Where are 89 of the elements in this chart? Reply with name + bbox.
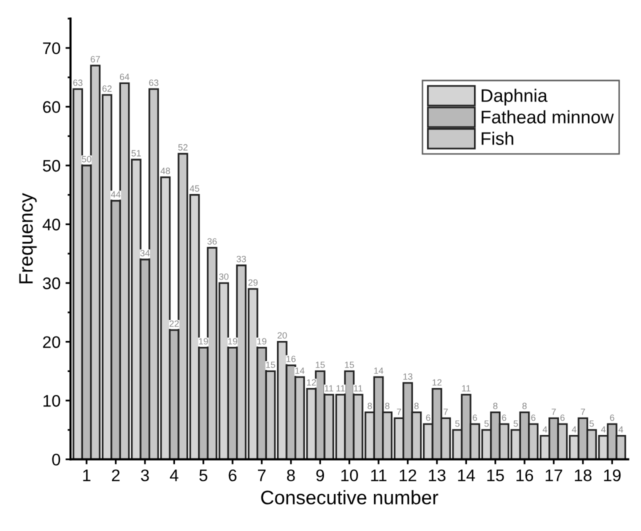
data-label: 11 <box>354 385 362 392</box>
data-label: 8 <box>368 402 372 410</box>
data-label: 63 <box>73 80 82 86</box>
x-tick-label: 9 <box>316 469 324 482</box>
legend-label: Daphnia <box>482 88 548 106</box>
data-label: 6 <box>502 414 506 421</box>
data-label: 12 <box>432 379 442 386</box>
data-label: 6 <box>610 414 614 421</box>
data-label: 64 <box>120 74 130 80</box>
data-label: 33 <box>236 256 246 262</box>
data-label: 22 <box>170 320 179 327</box>
y-tick-label: 50 <box>42 160 60 172</box>
x-tick-label: 3 <box>140 469 149 482</box>
data-label: 4 <box>601 426 606 433</box>
data-label: 67 <box>90 56 100 62</box>
data-label: 12 <box>307 379 316 386</box>
x-tick-label: 7 <box>258 470 266 482</box>
x-tick-label: 18 <box>574 469 592 482</box>
x-tick-label: 17 <box>546 470 562 482</box>
x-tick-label: 10 <box>341 469 358 482</box>
y-tick-label: 70 <box>43 42 60 54</box>
data-label: 5 <box>514 420 518 427</box>
data-label: 5 <box>455 420 460 427</box>
x-tick-label: 5 <box>199 470 208 482</box>
data-label: 11 <box>324 385 334 392</box>
x-tick-label: 8 <box>287 469 295 482</box>
data-label: 36 <box>207 238 217 245</box>
x-tick-label: 15 <box>487 470 504 482</box>
data-label: 7 <box>396 408 402 415</box>
data-label: 34 <box>140 250 150 256</box>
data-label: 7 <box>552 408 556 415</box>
data-label: 14 <box>295 368 304 374</box>
data-label: 15 <box>316 362 325 368</box>
x-tick-label: 2 <box>112 469 120 482</box>
y-tick-label: 20 <box>43 336 60 348</box>
data-label: 7 <box>444 408 448 415</box>
data-label: 63 <box>149 80 158 86</box>
legend-label: Fathead minnow <box>482 110 614 124</box>
data-label: 7 <box>580 408 585 415</box>
legend-label: Fish <box>482 132 514 145</box>
data-label: 5 <box>590 420 594 427</box>
y-tick-label: 10 <box>44 394 60 407</box>
data-label: 19 <box>199 338 208 344</box>
data-label: 19 <box>257 338 266 344</box>
data-label: 45 <box>190 185 200 192</box>
x-tick-label: 14 <box>458 470 475 482</box>
data-label: 52 <box>178 144 188 151</box>
x-tick-label: 19 <box>604 469 621 482</box>
y-tick-label: 60 <box>43 101 60 113</box>
y-tick-label: 30 <box>42 277 60 290</box>
data-label: 15 <box>266 362 276 368</box>
data-label: 6 <box>472 414 478 421</box>
x-tick-label: 11 <box>371 470 386 482</box>
data-label: 51 <box>132 150 141 156</box>
data-label: 44 <box>110 191 121 198</box>
data-label: 29 <box>248 279 258 286</box>
data-label: 8 <box>385 402 390 410</box>
data-label: 50 <box>82 156 92 162</box>
x-tick-label: 12 <box>400 469 416 482</box>
y-tick-label: 0 <box>52 454 60 466</box>
data-label: 15 <box>345 362 354 368</box>
data-label: 30 <box>219 273 228 280</box>
data-label: 62 <box>102 85 112 92</box>
x-axis-title: Consecutive number <box>261 490 438 504</box>
data-label: 4 <box>618 426 624 433</box>
data-label: 4 <box>542 426 548 433</box>
data-label: 16 <box>286 356 296 362</box>
x-tick-label: 1 <box>83 470 90 482</box>
data-label: 11 <box>336 385 345 392</box>
data-label: 14 <box>374 368 384 374</box>
x-tick-label: 16 <box>516 469 534 482</box>
data-label: 48 <box>160 168 170 174</box>
data-label: 13 <box>403 373 412 380</box>
data-label: 20 <box>278 332 287 339</box>
x-tick-label: 6 <box>228 469 236 482</box>
data-label: 6 <box>560 414 565 421</box>
data-label: 8 <box>414 402 419 410</box>
data-label: 8 <box>522 402 527 410</box>
data-label: 6 <box>531 414 536 421</box>
y-axis-title: Frequency <box>19 193 37 284</box>
data-label: 4 <box>572 426 576 433</box>
y-tick-label: 40 <box>42 218 60 230</box>
data-label: 5 <box>484 420 489 427</box>
data-label: 8 <box>493 402 498 410</box>
x-tick-label: 4 <box>170 470 178 482</box>
data-label: 19 <box>228 338 238 344</box>
x-tick-label: 13 <box>428 469 446 482</box>
data-label: 11 <box>462 385 470 392</box>
data-label: 6 <box>426 414 430 421</box>
